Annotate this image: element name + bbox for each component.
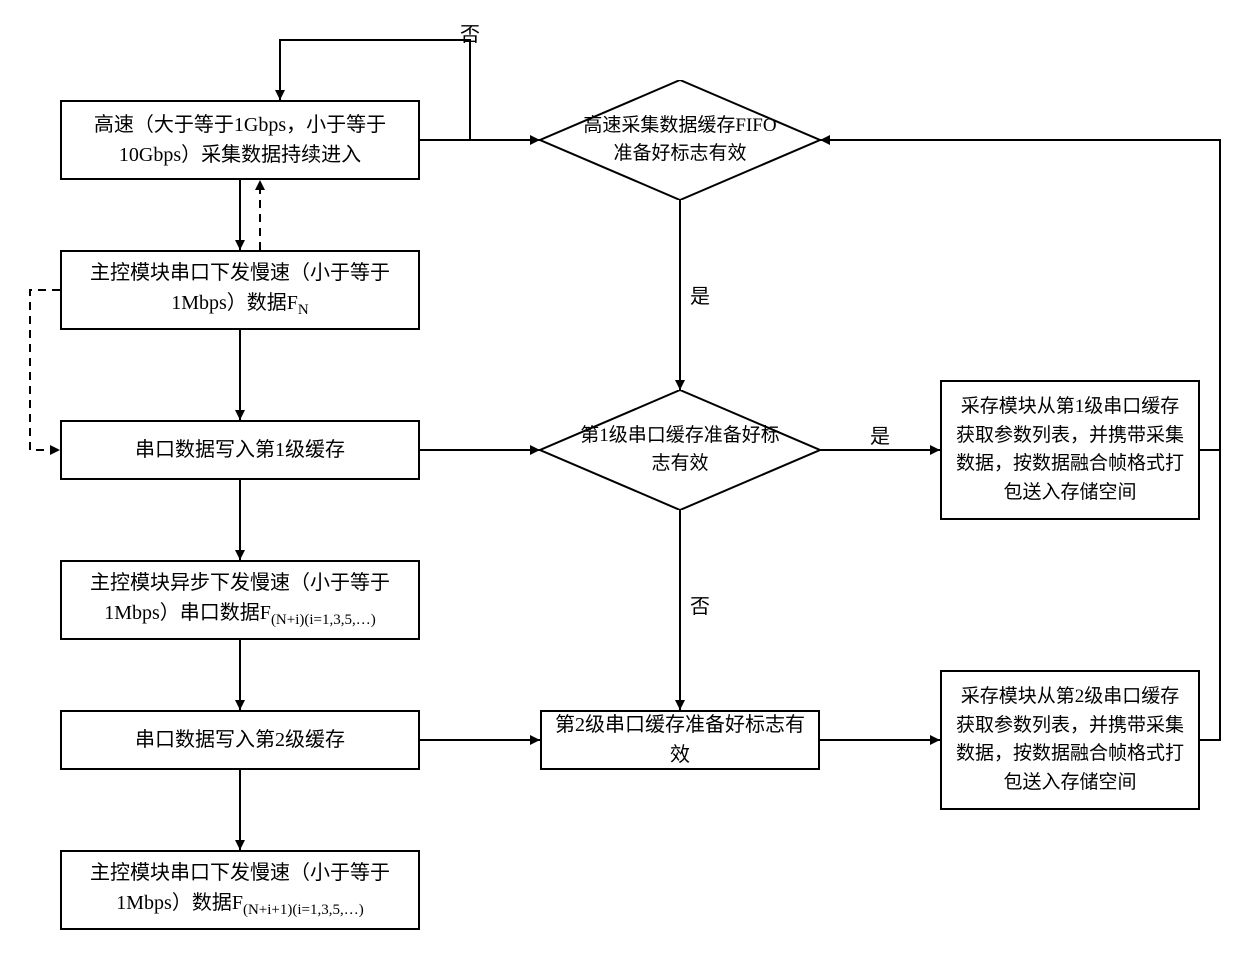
- label-no-top: 否: [460, 18, 480, 47]
- label-yes-d1: 是: [690, 280, 710, 309]
- label-yes-d2: 是: [870, 420, 890, 449]
- node-store-from-level2: 采存模块从第2级串口缓存获取参数列表，并携带采集数据，按数据融合帧格式打包送入存…: [940, 670, 1200, 810]
- node-master-send-fn: 主控模块串口下发慢速（小于等于1Mbps）数据FN: [60, 250, 420, 330]
- node-write-level1: 串口数据写入第1级缓存: [60, 420, 420, 480]
- decision-level1-ready: 第1级串口缓存准备好标志有效: [540, 390, 820, 510]
- node-text: 串口数据写入第1级缓存: [135, 435, 345, 465]
- label-no-d2: 否: [690, 590, 710, 619]
- node-master-async-send: 主控模块异步下发慢速（小于等于1Mbps）串口数据F(N+i)(i=1,3,5,…: [60, 560, 420, 640]
- node-master-send-fn1: 主控模块串口下发慢速（小于等于1Mbps）数据F(N+i+1)(i=1,3,5,…: [60, 850, 420, 930]
- node-highspeed-input: 高速（大于等于1Gbps，小于等于10Gbps）采集数据持续进入: [60, 100, 420, 180]
- decision-text: 第1级串口缓存准备好标志有效: [540, 390, 820, 510]
- node-write-level2: 串口数据写入第2级缓存: [60, 710, 420, 770]
- node-store-from-level1: 采存模块从第1级串口缓存获取参数列表，并携带采集数据，按数据融合帧格式打包送入存…: [940, 380, 1200, 520]
- node-text: 主控模块串口下发慢速（小于等于1Mbps）数据F(N+i+1)(i=1,3,5,…: [72, 858, 408, 922]
- node-text: 第2级串口缓存准备好标志有效: [552, 710, 808, 770]
- node-text: 主控模块串口下发慢速（小于等于1Mbps）数据FN: [72, 258, 408, 322]
- node-text: 采存模块从第2级串口缓存获取参数列表，并携带采集数据，按数据融合帧格式打包送入存…: [952, 683, 1188, 797]
- node-text: 主控模块异步下发慢速（小于等于1Mbps）串口数据F(N+i)(i=1,3,5,…: [72, 568, 408, 632]
- decision-fifo-ready: 高速采集数据缓存FIFO准备好标志有效: [540, 80, 820, 200]
- node-text: 采存模块从第1级串口缓存获取参数列表，并携带采集数据，按数据融合帧格式打包送入存…: [952, 393, 1188, 507]
- decision-text: 高速采集数据缓存FIFO准备好标志有效: [540, 80, 820, 200]
- node-text: 串口数据写入第2级缓存: [135, 725, 345, 755]
- node-text: 高速（大于等于1Gbps，小于等于10Gbps）采集数据持续进入: [72, 110, 408, 170]
- node-level2-ready: 第2级串口缓存准备好标志有效: [540, 710, 820, 770]
